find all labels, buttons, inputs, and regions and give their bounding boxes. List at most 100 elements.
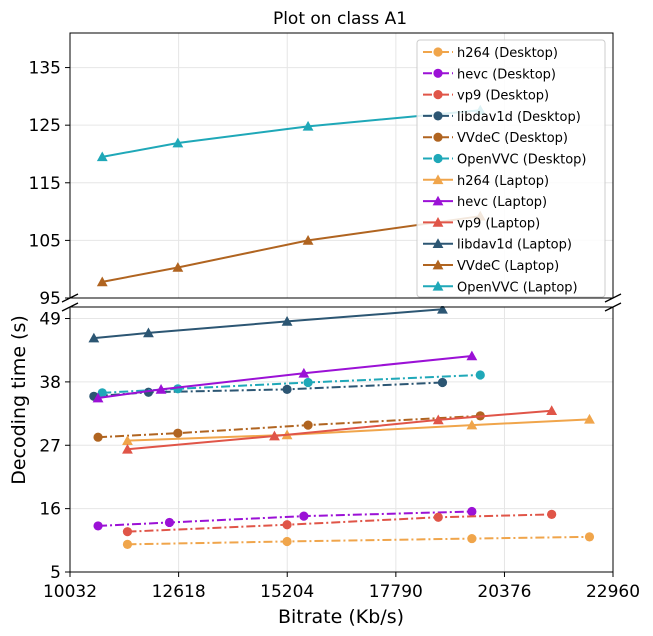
data-point — [282, 520, 292, 530]
data-point — [96, 276, 108, 287]
legend: h264 (Desktop) hevc (Desktop) vp9 (Desktop… — [416, 39, 606, 298]
x-tick-label: 20376 — [477, 582, 531, 602]
legend-swatch-marker — [432, 174, 444, 185]
legend-item: h264 (Laptop) — [423, 174, 549, 189]
lower-y-tick-label: 49 — [39, 310, 61, 330]
series-hevc-laptop — [92, 350, 478, 403]
series-line — [102, 215, 481, 283]
series-hevc-desktop — [93, 506, 477, 531]
legend-swatch-marker — [432, 259, 444, 270]
legend-box — [416, 39, 606, 298]
data-point — [475, 370, 485, 380]
data-point — [282, 536, 292, 547]
data-point — [302, 120, 314, 131]
data-point — [299, 511, 309, 521]
data-point — [269, 430, 280, 441]
data-point — [172, 262, 184, 272]
legend-label: h264 (Desktop) — [457, 46, 558, 61]
upper-y-tick-label: 95 — [39, 289, 61, 309]
legend-swatch-marker — [433, 111, 443, 121]
series-vp9-laptop — [122, 405, 558, 454]
lower-panel-frame — [69, 306, 614, 573]
data-point — [547, 509, 557, 519]
legend-swatch-marker — [433, 47, 443, 57]
legend-label: OpenVVC (Desktop) — [457, 153, 586, 168]
legend-item: vp9 (Desktop) — [423, 89, 549, 104]
data-point — [467, 533, 477, 544]
x-tick-label: 15204 — [260, 582, 314, 602]
legend-item: libdav1d (Laptop) — [423, 238, 572, 253]
legend-item: hevc (Desktop) — [423, 67, 556, 82]
x-tick-label: 17790 — [369, 582, 423, 602]
y-axis-label: Decoding time (s) — [8, 315, 30, 485]
series-h264-laptop — [122, 413, 595, 445]
series-line — [93, 308, 443, 340]
upper-y-tick-label: 105 — [29, 231, 61, 251]
data-point — [93, 521, 103, 531]
series-vvdec-desktop — [93, 411, 485, 442]
legend-item: VVdeC (Laptop) — [423, 259, 559, 274]
legend-swatch-marker — [433, 153, 443, 164]
lower-y-tick-label: 5 — [50, 563, 61, 583]
legend-swatch-marker — [433, 132, 443, 142]
legend-label: vp9 (Desktop) — [457, 89, 549, 104]
series-line — [102, 373, 481, 394]
x-ticks: 10032 12618 15204 17790 20376 22960 — [43, 572, 640, 602]
legend-swatch-marker — [432, 238, 444, 249]
data-point — [96, 151, 108, 162]
upper-y-ticks: 95 105 115 125 135 — [29, 59, 70, 309]
data-point — [466, 419, 478, 430]
legend-label: VVdeC (Desktop) — [457, 131, 568, 146]
data-point — [97, 388, 107, 398]
legend-label: libdav1d (Laptop) — [457, 238, 572, 253]
series-line — [127, 418, 590, 442]
legend-swatch-marker — [432, 217, 444, 227]
data-point — [88, 332, 100, 343]
data-point — [584, 413, 595, 424]
legend-label: OpenVVC (Laptop) — [457, 280, 578, 295]
x-tick-label: 10032 — [43, 582, 97, 602]
series-h264-desktop — [122, 532, 595, 549]
legend-item: OpenVVC (Desktop) — [423, 153, 586, 168]
upper-y-tick-label: 135 — [29, 59, 61, 79]
lower-y-tick-label: 27 — [39, 436, 61, 456]
data-point — [467, 506, 477, 517]
lower-y-tick-label: 16 — [39, 500, 61, 520]
upper-y-tick-label: 115 — [29, 174, 61, 194]
legend-swatch-marker — [432, 280, 444, 291]
series-line — [127, 535, 590, 546]
data-point — [281, 316, 293, 326]
legend-label: VVdeC (Laptop) — [457, 259, 559, 274]
series-line — [98, 414, 481, 439]
data-point — [302, 234, 314, 245]
legend-item: OpenVVC (Laptop) — [423, 280, 578, 295]
data-point — [93, 432, 103, 442]
series-libdav1d-laptop — [88, 303, 448, 343]
legend-label: hevc (Desktop) — [457, 67, 556, 82]
data-point — [546, 405, 558, 416]
legend-label: hevc (Laptop) — [457, 195, 547, 210]
data-point — [433, 512, 443, 522]
x-axis-label: Bitrate (Kb/s) — [278, 606, 404, 628]
data-point — [122, 539, 133, 549]
lower-y-ticks: 5 16 27 38 49 — [39, 310, 70, 583]
chart-title: Plot on class A1 — [273, 9, 407, 29]
legend-item: h264 (Desktop) — [423, 46, 558, 61]
legend-item: VVdeC (Desktop) — [423, 131, 568, 146]
series-line — [127, 409, 552, 451]
data-point — [282, 384, 292, 394]
series-line — [97, 354, 472, 400]
legend-label: h264 (Laptop) — [457, 174, 549, 189]
legend-label: libdav1d (Desktop) — [457, 110, 581, 125]
data-point — [122, 443, 133, 454]
data-point — [92, 392, 104, 403]
series-layer — [88, 104, 595, 549]
data-point — [122, 527, 133, 537]
data-point — [303, 420, 313, 430]
legend-swatch-marker — [433, 68, 443, 78]
series-line — [93, 381, 443, 398]
legend-item: libdav1d (Desktop) — [423, 110, 581, 125]
upper-panel-frame — [69, 32, 614, 299]
data-point — [584, 532, 595, 542]
